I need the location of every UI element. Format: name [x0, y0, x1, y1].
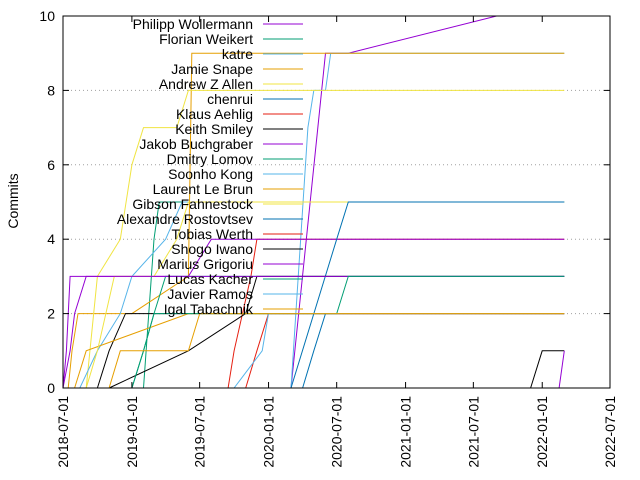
y-tick-label: 2 [47, 306, 55, 322]
legend-entry-label: Lucas Kacher [167, 271, 253, 287]
legend-entry-label: Alexandre Rostovtsev [117, 211, 253, 227]
series-layer [62, 15, 565, 389]
legend-entry-label: Soonho Kong [168, 166, 253, 182]
y-tick-label: 6 [47, 157, 55, 173]
x-tick-label: 2019-07-01 [192, 396, 208, 468]
series-line [85, 89, 565, 389]
x-tick-label: 2022-07-01 [602, 396, 618, 468]
x-tick-label: 2022-01-01 [534, 396, 550, 468]
legend-entry-label: Philipp Wollermann [133, 16, 253, 32]
legend-entry-label: Igal Tabachnik [164, 301, 254, 317]
x-tick-label: 2019-01-01 [124, 396, 140, 468]
legend-entry-label: Gibson Fahnestock [132, 196, 254, 212]
y-tick-label: 4 [47, 231, 55, 247]
legend-entry-label: Dmitry Lomov [167, 151, 253, 167]
legend-entry-label: Tobias Werth [172, 226, 253, 242]
legend-entry-label: Javier Ramos [167, 286, 253, 302]
legend-entry-label: Laurent Le Brun [153, 181, 253, 197]
x-tick-label: 2021-01-01 [398, 396, 414, 468]
y-tick-label: 10 [39, 8, 55, 24]
legend-entry-label: Florian Weikert [159, 31, 253, 47]
legend-entry-label: Andrew Z Allen [159, 76, 253, 92]
y-tick-label: 0 [47, 380, 55, 396]
ticks-layer: 0 2 4 6 8 10 2018-07-01 2019-01-01 2019-07-01 202… [39, 8, 618, 468]
series-line [558, 350, 565, 389]
x-tick-label: 2021-07-01 [465, 396, 481, 468]
x-tick-label: 2020-07-01 [329, 396, 345, 468]
legend-entry-label: Shogo Iwano [171, 241, 253, 257]
legend-entry-label: Klaus Aehlig [176, 106, 253, 122]
legend-entry-label: katre [222, 46, 253, 62]
x-tick-label: 2018-07-01 [55, 396, 71, 468]
legend-entry-label: Jakob Buchgraber [139, 136, 253, 152]
legend-entry-label: chenrui [207, 91, 253, 107]
series-line [108, 313, 565, 389]
y-tick-label: 8 [47, 82, 55, 98]
x-tick-label: 2020-01-01 [261, 396, 277, 468]
y-axis-title: Commits [5, 173, 21, 228]
legend-entry-label: Marius Grigoriu [157, 256, 253, 272]
legend-entry-label: Keith Smiley [175, 121, 253, 137]
series-line [530, 350, 565, 389]
legend-entry-label: Jamie Snape [171, 61, 253, 77]
